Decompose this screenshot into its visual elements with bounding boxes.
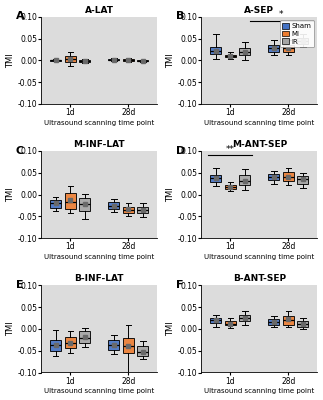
PathPatch shape (123, 59, 134, 61)
X-axis label: Ultrasound scanning time point: Ultrasound scanning time point (44, 388, 154, 394)
Text: B: B (176, 12, 184, 22)
Text: E: E (16, 280, 23, 290)
Y-axis label: TMI: TMI (166, 53, 175, 68)
Title: B-ANT-SEP: B-ANT-SEP (233, 274, 286, 283)
X-axis label: Ultrasound scanning time point: Ultrasound scanning time point (44, 120, 154, 126)
PathPatch shape (79, 198, 90, 211)
X-axis label: Ultrasound scanning time point: Ultrasound scanning time point (204, 388, 315, 394)
PathPatch shape (79, 332, 90, 343)
PathPatch shape (268, 174, 279, 180)
PathPatch shape (283, 172, 294, 181)
PathPatch shape (239, 48, 250, 55)
PathPatch shape (225, 321, 236, 325)
Text: *: * (279, 10, 284, 19)
PathPatch shape (297, 38, 308, 44)
X-axis label: Ultrasound scanning time point: Ultrasound scanning time point (204, 254, 315, 260)
Legend: Sham, MI, IR: Sham, MI, IR (279, 20, 314, 47)
Title: B-INF-LAT: B-INF-LAT (75, 274, 124, 283)
PathPatch shape (137, 346, 148, 356)
PathPatch shape (50, 60, 61, 61)
X-axis label: Ultrasound scanning time point: Ultrasound scanning time point (204, 120, 315, 126)
Text: C: C (16, 146, 24, 156)
PathPatch shape (50, 200, 61, 208)
PathPatch shape (239, 315, 250, 321)
Y-axis label: TMI: TMI (5, 53, 15, 68)
PathPatch shape (79, 60, 90, 62)
PathPatch shape (137, 207, 148, 213)
PathPatch shape (108, 59, 119, 60)
PathPatch shape (108, 202, 119, 209)
Title: A-LAT: A-LAT (85, 6, 114, 14)
PathPatch shape (123, 338, 134, 353)
PathPatch shape (137, 60, 148, 61)
PathPatch shape (268, 319, 279, 324)
PathPatch shape (283, 316, 294, 324)
PathPatch shape (50, 340, 61, 351)
PathPatch shape (297, 321, 308, 327)
Title: A-SEP: A-SEP (245, 6, 275, 14)
PathPatch shape (65, 193, 76, 208)
PathPatch shape (268, 45, 279, 52)
PathPatch shape (108, 340, 119, 350)
Y-axis label: TMI: TMI (166, 322, 175, 336)
Text: F: F (176, 280, 183, 290)
Text: D: D (176, 146, 185, 156)
PathPatch shape (65, 337, 76, 348)
X-axis label: Ultrasound scanning time point: Ultrasound scanning time point (44, 254, 154, 260)
PathPatch shape (225, 185, 236, 189)
Text: A: A (16, 12, 24, 22)
PathPatch shape (239, 176, 250, 185)
Title: M-ANT-SEP: M-ANT-SEP (232, 140, 287, 149)
Y-axis label: TMI: TMI (5, 322, 15, 336)
Title: M-INF-LAT: M-INF-LAT (73, 140, 125, 149)
Y-axis label: TMI: TMI (5, 187, 15, 202)
PathPatch shape (225, 55, 236, 57)
Text: **: ** (226, 144, 235, 154)
PathPatch shape (65, 56, 76, 62)
PathPatch shape (297, 176, 308, 184)
PathPatch shape (123, 207, 134, 213)
PathPatch shape (210, 47, 221, 54)
Y-axis label: TMI: TMI (166, 187, 175, 202)
PathPatch shape (283, 45, 294, 52)
PathPatch shape (210, 318, 221, 323)
PathPatch shape (210, 174, 221, 182)
